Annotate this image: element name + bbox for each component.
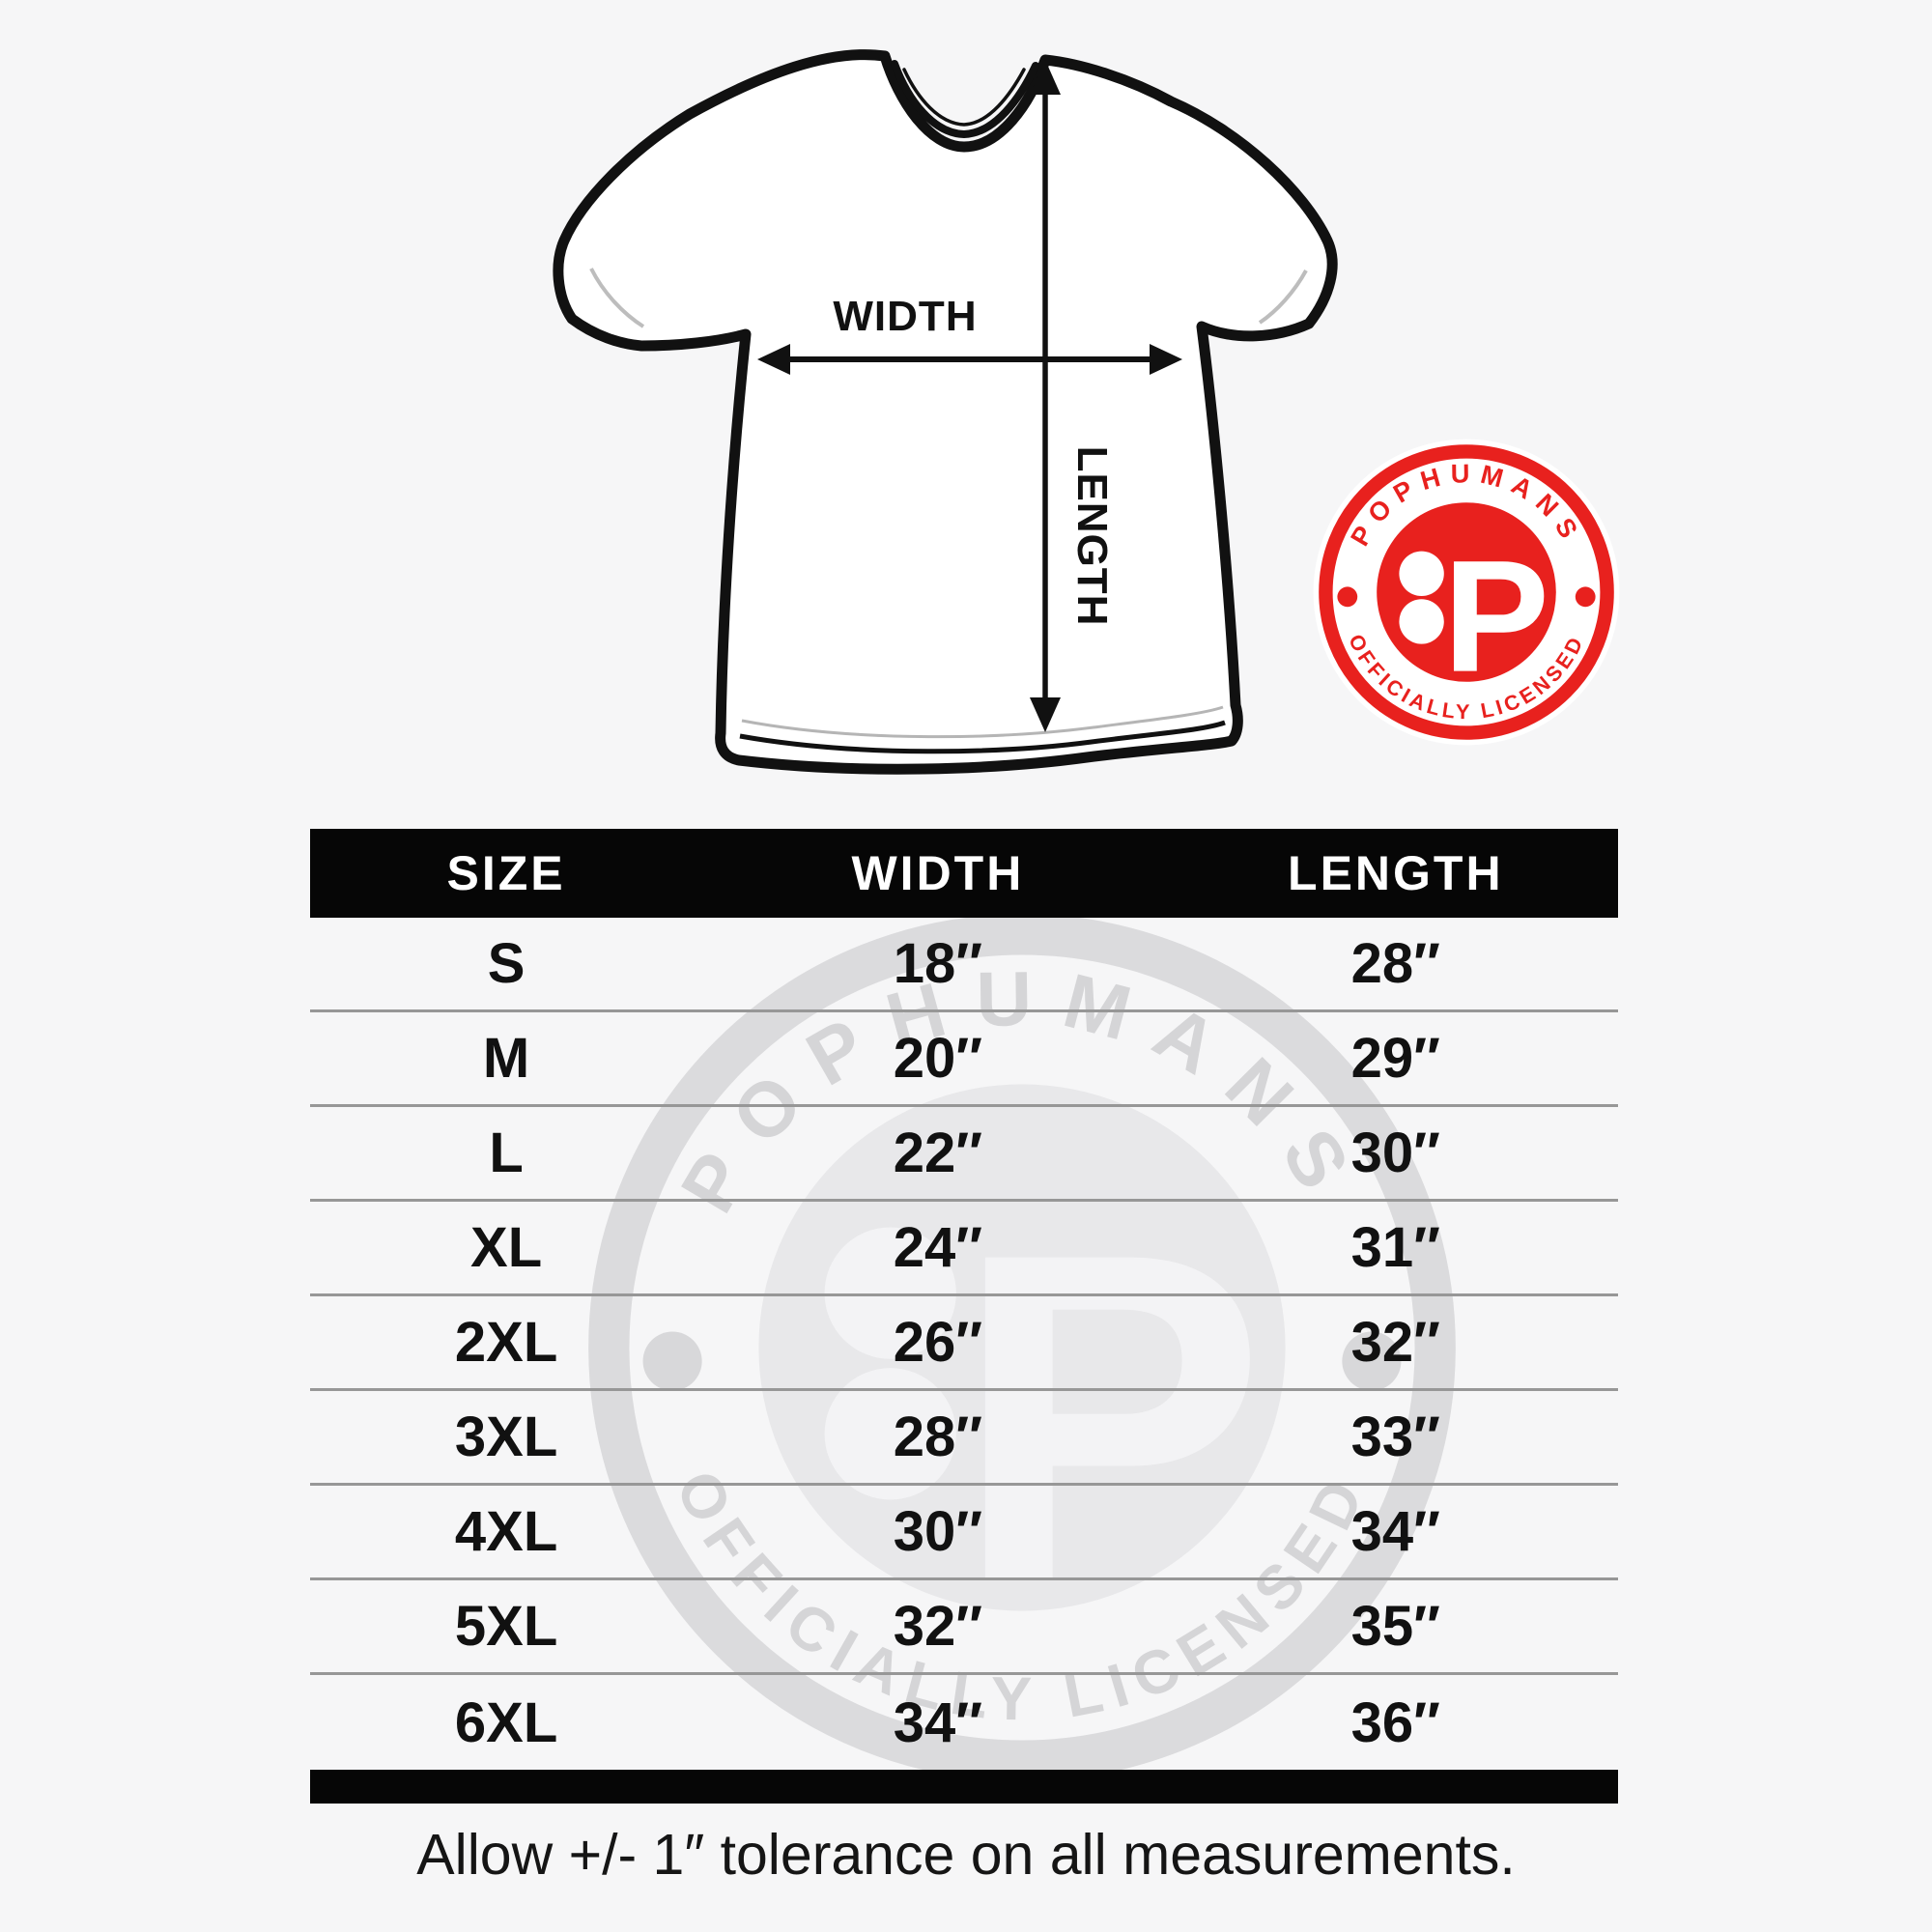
width-cell: 34″ — [893, 1690, 983, 1754]
table-row: 6XL 34″ 36″ — [310, 1675, 1618, 1770]
length-cell: 32″ — [1350, 1311, 1440, 1374]
width-cell: 26″ — [893, 1311, 983, 1374]
watermark-monogram: P — [954, 1156, 1266, 1679]
width-arrow-label: WIDTH — [833, 293, 977, 340]
length-arrow — [1030, 60, 1061, 732]
size-cell: XL — [470, 1216, 543, 1279]
width-cell: 22″ — [893, 1122, 983, 1184]
table-row: 4XL 30″ 34″ — [310, 1486, 1618, 1580]
width-arrow — [757, 344, 1182, 375]
collar-stitch-line — [902, 68, 1026, 127]
collar-rim-line — [891, 60, 1039, 139]
table-row: 3XL 28″ 33″ — [310, 1391, 1618, 1486]
length-cell: 36″ — [1350, 1690, 1440, 1754]
officially-licensed-badge: POPHUMANS OFFICIALLY LICENSED P — [1312, 438, 1621, 747]
table-bottom-bar — [310, 1770, 1618, 1804]
size-chart-table: SIZE WIDTH LENGTH S 18″ 28″ M 20″ 29″ L … — [310, 829, 1618, 1804]
length-arrow-label: LENGTH — [1068, 446, 1116, 627]
table-row: XL 24″ 31″ — [310, 1202, 1618, 1296]
width-cell: 20″ — [893, 1027, 983, 1090]
length-cell: 31″ — [1350, 1216, 1440, 1279]
tolerance-note: Allow +/- 1″ tolerance on all measuremen… — [416, 1823, 1516, 1887]
header-width: WIDTH — [851, 846, 1025, 900]
right-sleeve-fold-line — [1258, 270, 1308, 325]
width-cell: 24″ — [893, 1216, 983, 1279]
table-row: L 22″ 30″ — [310, 1107, 1618, 1202]
size-cell: 5XL — [454, 1595, 558, 1658]
width-cell: 32″ — [893, 1595, 983, 1658]
size-cell: M — [482, 1027, 530, 1090]
hem-band-line — [739, 720, 1226, 754]
table-row: M 20″ 29″ — [310, 1012, 1618, 1107]
table-row: S 18″ 28″ — [310, 918, 1618, 1012]
size-cell: 6XL — [454, 1690, 558, 1754]
badge-monogram: P — [1443, 527, 1549, 705]
length-cell: 35″ — [1350, 1595, 1440, 1658]
licensed-seal-icon: POPHUMANS OFFICIALLY LICENSED P — [1313, 439, 1620, 746]
length-cell: 29″ — [1350, 1027, 1440, 1090]
header-size: SIZE — [446, 846, 566, 900]
length-cell: 34″ — [1350, 1500, 1440, 1563]
table-row: 2XL 26″ 32″ — [310, 1296, 1618, 1391]
length-cell: 28″ — [1350, 932, 1440, 995]
table-row: 5XL 32″ 35″ — [310, 1580, 1618, 1675]
tshirt-measurement-diagram: WIDTH LENGTH — [541, 39, 1352, 792]
size-chart-header-row: SIZE WIDTH LENGTH — [310, 829, 1618, 918]
header-length: LENGTH — [1288, 846, 1504, 900]
left-sleeve-fold-line — [589, 268, 645, 328]
size-cell: 2XL — [454, 1311, 558, 1374]
tshirt-outline — [553, 49, 1338, 775]
width-cell: 18″ — [893, 932, 983, 995]
size-table-body: S 18″ 28″ M 20″ 29″ L 22″ 30″ XL 24″ 31″… — [310, 918, 1618, 1770]
length-cell: 33″ — [1350, 1406, 1440, 1468]
size-cell: 3XL — [454, 1406, 558, 1468]
brand-watermark: POPHUMANS OFFICIALLY LICENSED P — [568, 894, 1476, 1802]
length-cell: 30″ — [1350, 1122, 1440, 1184]
hem-stitch-line — [741, 705, 1224, 739]
size-cell: 4XL — [454, 1500, 558, 1563]
width-cell: 30″ — [893, 1500, 983, 1563]
size-cell: L — [489, 1122, 524, 1184]
size-cell: S — [487, 932, 526, 995]
width-cell: 28″ — [893, 1406, 983, 1468]
brand-watermark-seal-icon: POPHUMANS OFFICIALLY LICENSED P — [588, 914, 1456, 1781]
